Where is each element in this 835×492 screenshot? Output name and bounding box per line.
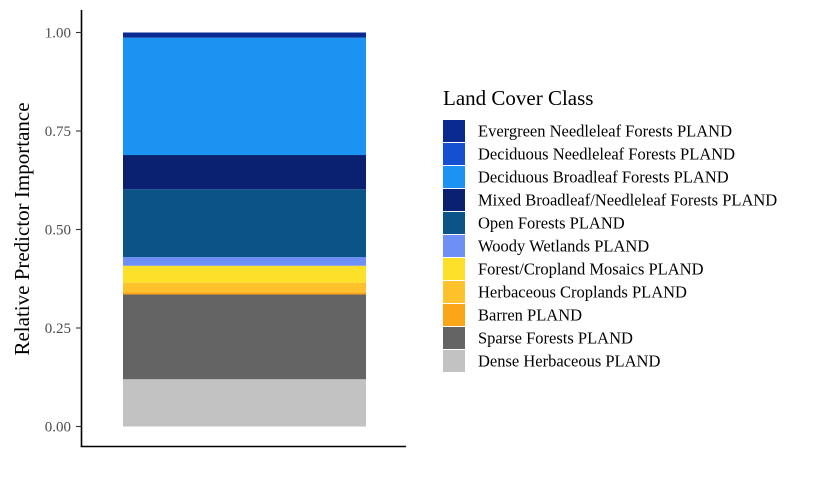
bar-segment [123, 189, 366, 258]
legend-label: Open Forests PLAND [478, 214, 625, 233]
bar-stack [123, 32, 366, 427]
legend-label: Dense Herbaceous PLAND [478, 352, 660, 371]
legend-key [443, 327, 465, 349]
legend-key [443, 166, 465, 188]
legend-label: Forest/Cropland Mosaics PLAND [478, 260, 704, 279]
bar-segment [123, 379, 366, 427]
legend-key [443, 212, 465, 234]
bar-segment [123, 32, 366, 38]
legend-key [443, 189, 465, 211]
y-tick-label: 0.75 [45, 124, 71, 140]
bar-segment [123, 282, 366, 293]
legend-key [443, 304, 465, 326]
legend-key [443, 350, 465, 372]
legend-label: Deciduous Broadleaf Forests PLAND [478, 168, 729, 187]
y-tick-label: 0.25 [45, 321, 71, 337]
y-tick-label: 0.50 [45, 223, 71, 239]
bar-segment [123, 265, 366, 283]
y-ticks: 0.00 0.25 0.50 0.75 1.00 [45, 26, 82, 436]
legend: Land Cover Class Evergreen Needleleaf Fo… [443, 86, 777, 372]
bar-segment [123, 257, 366, 266]
y-axis-title: Relative Predictor Importance [10, 102, 34, 355]
legend-label: Herbaceous Croplands PLAND [478, 283, 687, 302]
legend-label: Mixed Broadleaf/Needleleaf Forests PLAND [478, 191, 777, 210]
legend-key [443, 120, 465, 142]
legend-key [443, 258, 465, 280]
bar-segment [123, 292, 366, 295]
legend-label: Sparse Forests PLAND [478, 329, 633, 348]
legend-label: Deciduous Needleleaf Forests PLAND [478, 145, 735, 164]
y-tick-label: 1.00 [45, 26, 71, 42]
legend-label: Evergreen Needleleaf Forests PLAND [478, 122, 732, 141]
legend-key [443, 281, 465, 303]
bar-segment [123, 37, 366, 156]
legend-title: Land Cover Class [443, 86, 593, 110]
legend-label: Woody Wetlands PLAND [478, 237, 649, 256]
legend-label: Barren PLAND [478, 306, 582, 325]
bar-segment [123, 155, 366, 190]
y-tick-label: 0.00 [45, 420, 71, 436]
legend-key [443, 235, 465, 257]
axes [80, 10, 406, 448]
legend-key [443, 143, 465, 165]
bar-segment [123, 294, 366, 380]
legend-items: Evergreen Needleleaf Forests PLAND Decidu… [443, 120, 777, 372]
